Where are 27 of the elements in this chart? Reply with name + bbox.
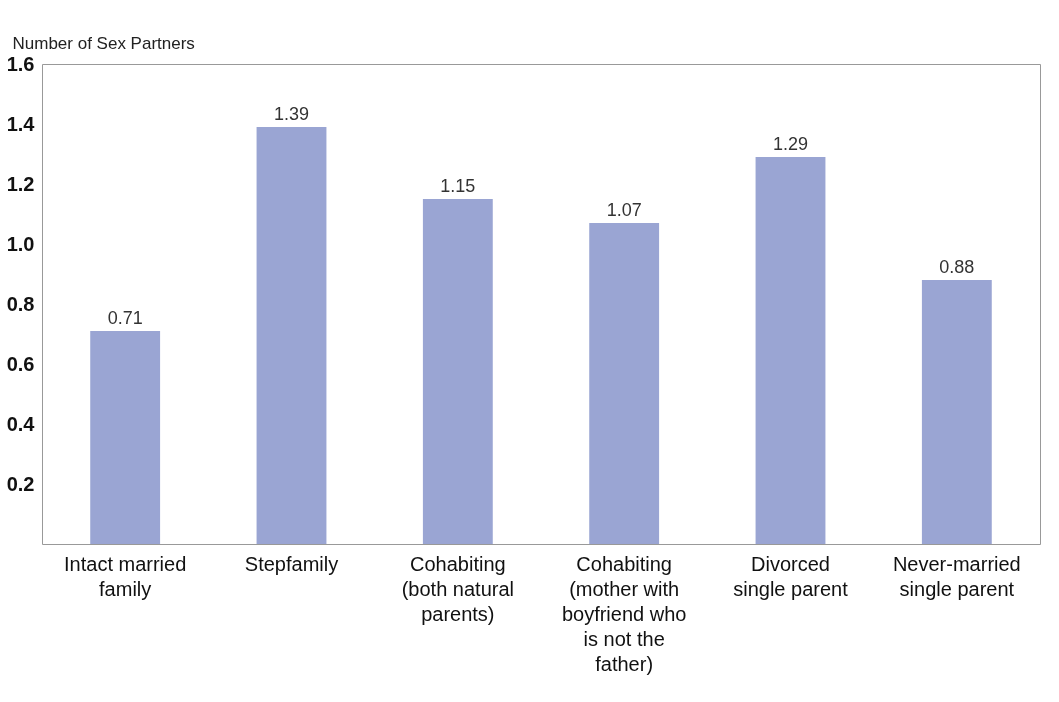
y-tick-label: 1.0 xyxy=(6,232,35,255)
bar xyxy=(921,280,992,544)
y-tick-label: 0.6 xyxy=(6,352,35,375)
data-label: 1.39 xyxy=(273,104,310,124)
y-tick-label: 0.4 xyxy=(6,412,36,435)
x-tick-label: Stepfamily xyxy=(244,552,339,575)
y-tick-label: 0.2 xyxy=(6,472,35,495)
y-tick-label: 1.4 xyxy=(6,112,36,135)
data-label: 1.29 xyxy=(772,134,809,154)
bar xyxy=(422,199,493,544)
bar xyxy=(90,331,161,544)
bar xyxy=(589,223,660,544)
bar xyxy=(755,157,826,544)
x-tick-label: Never-married single parent xyxy=(892,552,1021,600)
data-label: 1.07 xyxy=(606,200,642,220)
y-tick-label: 1.2 xyxy=(6,172,35,195)
x-tick-label: Cohabiting (both natural parents) xyxy=(401,552,514,625)
x-tick-label: Cohabiting (mother with boyfriend who is not the father) xyxy=(561,552,687,675)
y-tick-label: 0.8 xyxy=(6,292,35,315)
y-tick-label: 1.6 xyxy=(6,52,35,75)
x-tick-label: Divorced single parent xyxy=(733,552,849,600)
data-label: 1.15 xyxy=(440,176,476,196)
bar xyxy=(256,127,327,544)
data-label: 0.71 xyxy=(107,308,143,328)
x-tick-label: Intact married family xyxy=(64,552,187,600)
data-label: 0.88 xyxy=(939,257,975,277)
y-axis-title: Number of Sex Partners xyxy=(12,33,195,53)
